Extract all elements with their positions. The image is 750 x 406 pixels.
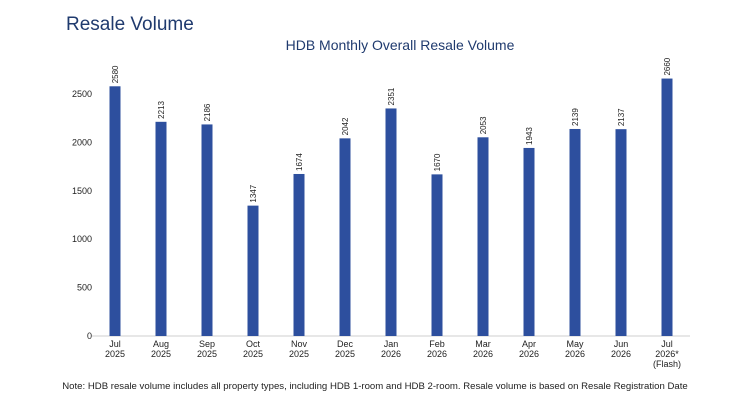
page-title: Resale Volume <box>66 14 194 35</box>
x-tick-label: Jun 2026 <box>611 339 631 359</box>
bar <box>523 147 535 336</box>
data-label: 1674 <box>295 153 304 171</box>
data-labels: 2580 2213 2186 1347 1674 2042 2351 1670 2053 1943… <box>111 57 672 202</box>
chart-title: HDB Monthly Overall Resale Volume <box>286 37 515 53</box>
bar <box>431 174 443 336</box>
x-tick-label: Apr 2026 <box>519 339 539 359</box>
bar <box>109 86 121 337</box>
x-tick-label: Dec 2025 <box>335 339 355 359</box>
y-tick-label: 1000 <box>72 234 92 244</box>
data-label: 2351 <box>387 87 396 105</box>
bar <box>385 108 397 336</box>
x-tick-label: Feb 2026 <box>427 339 447 359</box>
y-axis: 0 500 1000 1500 2000 2500 <box>72 89 92 341</box>
bar <box>201 124 213 337</box>
y-tick-label: 1500 <box>72 186 92 196</box>
y-tick-label: 500 <box>77 283 92 293</box>
data-label: 2580 <box>111 65 120 83</box>
bar <box>155 121 167 336</box>
x-tick-label: Oct 2025 <box>243 339 263 359</box>
x-axis: Jul 2025 Aug 2025 Sep 2025 Oct 2025 Nov 2025 Dec 20… <box>105 339 681 369</box>
bar <box>293 173 305 336</box>
data-label: 2186 <box>203 103 212 121</box>
y-tick-label: 2500 <box>72 89 92 99</box>
data-label: 2139 <box>571 108 580 126</box>
data-label: 1670 <box>433 153 442 171</box>
x-tick-label: Mar 2026 <box>473 339 493 359</box>
x-tick-label: Sep 2025 <box>197 339 217 359</box>
x-tick-label: Jul 2025 <box>105 339 125 359</box>
data-label: 2042 <box>341 117 350 135</box>
bar-chart: HDB Monthly Overall Resale Volume 0 500 10… <box>72 37 690 369</box>
data-label: 2213 <box>157 100 166 118</box>
x-tick-label: Jul 2026* (Flash) <box>653 339 681 369</box>
x-tick-label: Nov 2025 <box>289 339 309 359</box>
data-label: 2660 <box>663 57 672 75</box>
bar <box>477 137 489 336</box>
footnote: Note: HDB resale volume includes all pro… <box>62 381 688 392</box>
x-tick-label: May 2026 <box>565 339 585 359</box>
bars <box>109 78 673 337</box>
bar <box>247 205 259 336</box>
data-label: 1347 <box>249 184 258 202</box>
bar <box>615 129 627 336</box>
data-label: 1943 <box>525 127 534 145</box>
y-tick-label: 2000 <box>72 137 92 147</box>
x-tick-label: Jan 2026 <box>381 339 401 359</box>
x-tick-label: Aug 2025 <box>151 339 171 359</box>
data-label: 2137 <box>617 108 626 126</box>
bar <box>339 138 351 336</box>
y-tick-label: 0 <box>87 331 92 341</box>
data-label: 2053 <box>479 116 488 134</box>
bar <box>661 78 673 337</box>
bar <box>569 128 581 336</box>
